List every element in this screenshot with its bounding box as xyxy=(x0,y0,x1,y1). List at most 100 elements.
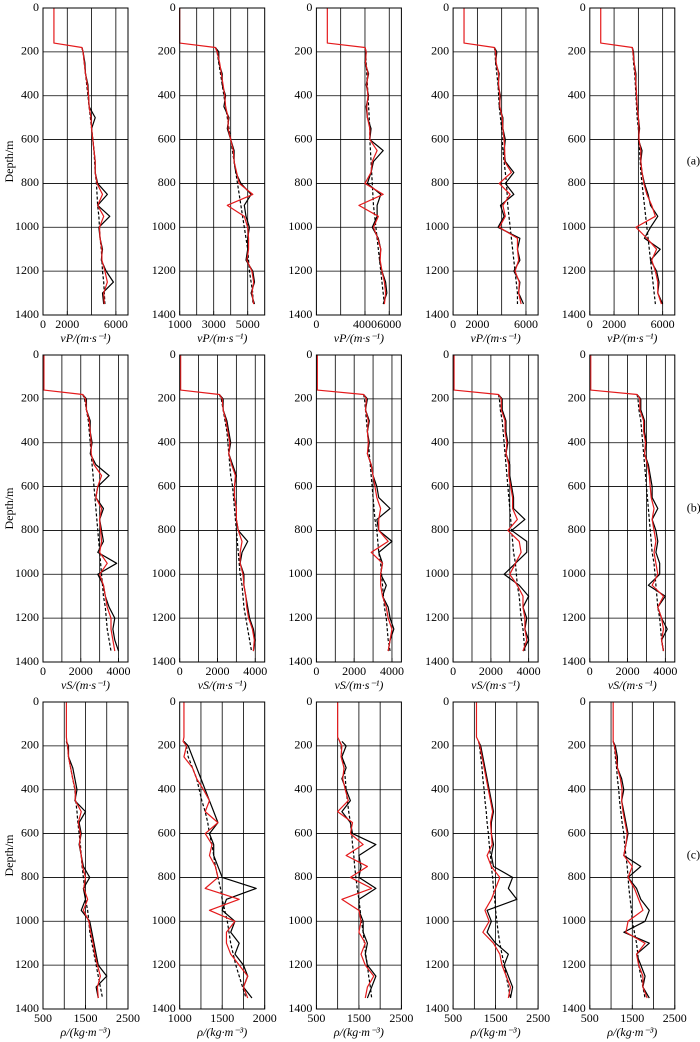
log-curve xyxy=(600,8,663,305)
y-tick-label: 400 xyxy=(568,87,586,101)
y-tick-label: 1200 xyxy=(425,263,449,277)
y-tick-label: 600 xyxy=(158,131,176,145)
y-tick-label: 200 xyxy=(431,44,449,58)
plot-frame xyxy=(589,701,676,1010)
y-tick-label: 400 xyxy=(21,87,39,101)
y-tick-label: 0 xyxy=(443,347,449,361)
log-curve xyxy=(183,741,257,999)
log-curve xyxy=(364,47,385,305)
log-curve xyxy=(65,702,101,999)
log-curve xyxy=(364,47,388,305)
x-axis-label: vP/(m·s⁻¹) xyxy=(470,331,520,345)
x-tick-label: 0 xyxy=(40,664,46,678)
x-tick-label: 0 xyxy=(450,664,456,678)
y-tick-label: 400 xyxy=(294,434,312,448)
x-tick-label: 1000 xyxy=(168,1011,192,1025)
y-tick-label: 1400 xyxy=(15,307,39,321)
y-tick-label: 1000 xyxy=(425,219,449,233)
y-tick-label: 600 xyxy=(568,478,586,492)
x-tick-label: 2000 xyxy=(465,317,489,331)
x-tick-label: 6000 xyxy=(377,317,401,331)
x-tick-label: 2000 xyxy=(479,664,503,678)
plot-frame xyxy=(315,701,402,1010)
y-tick-label: 600 xyxy=(294,825,312,839)
x-tick-label: 2000 xyxy=(253,1011,277,1025)
y-tick-label: 1400 xyxy=(425,307,449,321)
y-tick-label: 0 xyxy=(443,0,449,14)
y-tick-label: 600 xyxy=(431,825,449,839)
y-tick-label: 1400 xyxy=(562,307,586,321)
x-tick-label: 1500 xyxy=(347,1011,371,1025)
x-tick-label: 2500 xyxy=(526,1011,550,1025)
log-curve xyxy=(65,741,108,999)
x-axis-label: vS/(m·s⁻¹) xyxy=(608,678,657,692)
y-tick-label: 800 xyxy=(158,869,176,883)
y-tick-label: 200 xyxy=(294,738,312,752)
x-tick-label: 2000 xyxy=(55,317,79,331)
x-tick-label: 4000 xyxy=(243,664,267,678)
y-tick-label: 600 xyxy=(568,131,586,145)
y-tick-label: 1200 xyxy=(562,263,586,277)
x-tick-label: 4000 xyxy=(353,317,377,331)
x-tick-label: 0 xyxy=(313,664,319,678)
y-tick-label: 200 xyxy=(158,738,176,752)
y-tick-label: 400 xyxy=(294,781,312,795)
y-tick-label: 600 xyxy=(568,825,586,839)
x-tick-label: 6000 xyxy=(651,317,675,331)
y-axis-label: Depth/m xyxy=(2,487,16,530)
y-tick-label: 200 xyxy=(21,44,39,58)
y-tick-label: 0 xyxy=(580,0,586,14)
log-curve xyxy=(218,394,253,652)
y-tick-label: 1200 xyxy=(152,263,176,277)
log-curve xyxy=(316,355,393,652)
x-tick-label: 1500 xyxy=(484,1011,508,1025)
plot-frame xyxy=(42,7,129,316)
log-curve xyxy=(453,355,528,652)
x-tick-label: 0 xyxy=(40,317,46,331)
log-curve xyxy=(463,8,522,305)
y-tick-label: 1400 xyxy=(425,654,449,668)
y-tick-label: 1200 xyxy=(152,957,176,971)
y-tick-label: 1200 xyxy=(425,610,449,624)
log-curve xyxy=(478,741,518,999)
y-tick-label: 0 xyxy=(580,347,586,361)
x-tick-label: 500 xyxy=(307,1011,325,1025)
y-tick-label: 1400 xyxy=(15,1001,39,1015)
y-tick-label: 200 xyxy=(294,391,312,405)
log-curve xyxy=(82,394,112,652)
y-tick-label: 200 xyxy=(568,44,586,58)
y-tick-label: 1400 xyxy=(152,654,176,668)
y-tick-label: 1000 xyxy=(425,913,449,927)
plot-frame xyxy=(315,7,402,316)
y-tick-label: 200 xyxy=(431,391,449,405)
log-curve xyxy=(214,47,254,305)
row-label: (c) xyxy=(687,847,700,861)
x-tick-label: 1500 xyxy=(620,1011,644,1025)
y-tick-label: 400 xyxy=(568,434,586,448)
x-axis-label: vS/(m·s⁻¹) xyxy=(61,678,110,692)
log-curve xyxy=(182,702,249,999)
y-tick-label: 400 xyxy=(431,434,449,448)
y-tick-label: 0 xyxy=(170,0,176,14)
log-curve xyxy=(326,8,387,305)
x-tick-label: 2000 xyxy=(602,317,626,331)
y-tick-label: 800 xyxy=(294,175,312,189)
y-tick-label: 1400 xyxy=(562,654,586,668)
y-tick-label: 200 xyxy=(294,44,312,58)
y-tick-label: 200 xyxy=(568,391,586,405)
log-curve xyxy=(636,394,665,652)
y-tick-label: 1200 xyxy=(15,610,39,624)
log-curve xyxy=(339,741,373,999)
y-tick-label: 1000 xyxy=(152,566,176,580)
log-curve xyxy=(497,394,526,652)
y-tick-label: 1000 xyxy=(288,913,312,927)
y-tick-label: 800 xyxy=(431,522,449,536)
log-curve xyxy=(612,702,648,999)
x-axis-label: vS/(m·s⁻¹) xyxy=(471,678,520,692)
y-tick-label: 0 xyxy=(443,694,449,708)
y-tick-label: 1200 xyxy=(562,957,586,971)
x-axis-label: vP/(m·s⁻¹) xyxy=(607,331,657,345)
x-tick-label: 0 xyxy=(450,317,456,331)
y-tick-label: 800 xyxy=(21,869,39,883)
x-tick-label: 500 xyxy=(444,1011,462,1025)
